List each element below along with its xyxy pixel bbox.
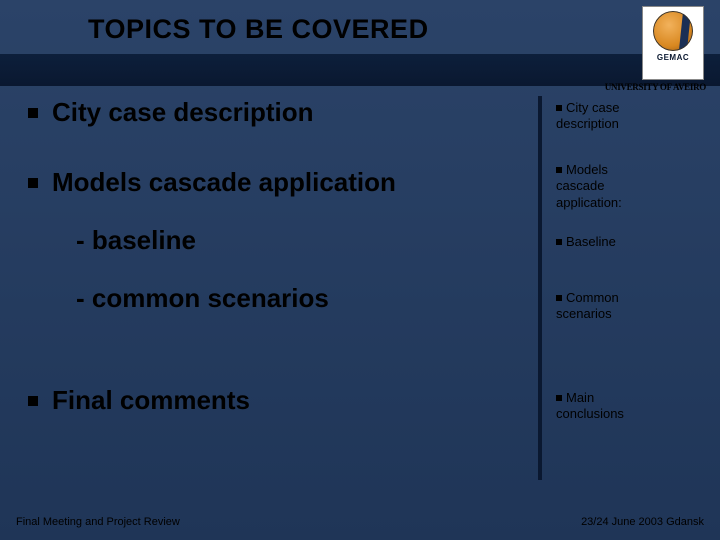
side-text: Models	[566, 162, 608, 177]
side-item-3: Baseline	[556, 234, 616, 250]
side-text: Main	[566, 390, 594, 405]
square-bullet-icon	[556, 239, 562, 245]
university-label: UNIVERSITY OF AVEIRO	[605, 82, 706, 92]
side-text: application:	[556, 195, 622, 211]
slide-title: TOPICS TO BE COVERED	[88, 14, 429, 45]
item-text: Models cascade application	[52, 168, 396, 198]
sub-item-1: - baseline	[76, 226, 196, 256]
side-item-2: Models cascade application:	[556, 162, 622, 211]
side-item-1: City case description	[556, 100, 619, 133]
footer-left: Final Meeting and Project Review	[16, 516, 180, 528]
square-bullet-icon	[28, 178, 38, 188]
logo-planet-icon	[653, 11, 693, 51]
side-text: scenarios	[556, 306, 619, 322]
side-item-5: Main conclusions	[556, 390, 624, 423]
square-bullet-icon	[556, 167, 562, 173]
bullet-item-3: Final comments	[28, 386, 250, 416]
side-text: Common	[566, 290, 619, 305]
square-bullet-icon	[556, 105, 562, 111]
side-item-4: Common scenarios	[556, 290, 619, 323]
square-bullet-icon	[28, 396, 38, 406]
item-text: Final comments	[52, 386, 250, 416]
side-text: City case	[566, 100, 619, 115]
bullet-item-2: Models cascade application	[28, 168, 396, 198]
vertical-divider	[538, 96, 542, 480]
side-text: description	[556, 116, 619, 132]
footer-right: 23/24 June 2003 Gdansk	[581, 516, 704, 528]
item-text: City case description	[52, 98, 314, 128]
square-bullet-icon	[28, 108, 38, 118]
side-text: conclusions	[556, 406, 624, 422]
bullet-item-1: City case description	[28, 98, 314, 128]
square-bullet-icon	[556, 295, 562, 301]
side-text: Baseline	[566, 234, 616, 249]
sub-item-2: - common scenarios	[76, 284, 329, 314]
slide: TOPICS TO BE COVERED GEMAC UNIVERSITY OF…	[0, 0, 720, 540]
square-bullet-icon	[556, 395, 562, 401]
logo-label: GEMAC	[657, 53, 689, 62]
side-text: cascade	[556, 178, 622, 194]
logo: GEMAC	[642, 6, 704, 80]
